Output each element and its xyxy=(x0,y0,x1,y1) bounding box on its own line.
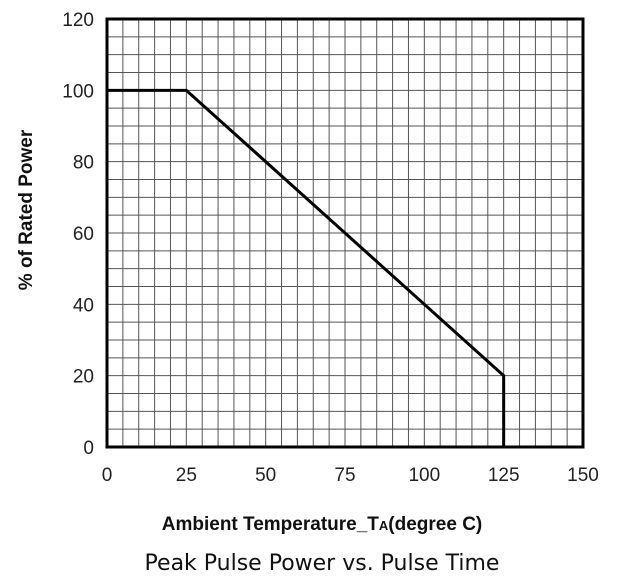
x-tick-label: 150 xyxy=(567,465,599,486)
x-axis-title-main: Ambient Temperature_T xyxy=(162,514,380,535)
x-axis-title-suffix: (degree C) xyxy=(388,514,482,535)
y-tick-label: 0 xyxy=(83,438,94,459)
y-tick-label: 100 xyxy=(62,81,94,102)
x-tick-label: 0 xyxy=(102,465,113,486)
y-tick-label: 20 xyxy=(73,367,94,388)
y-tick-label: 40 xyxy=(73,295,94,316)
y-tick-label: 80 xyxy=(73,153,94,174)
x-tick-label: 75 xyxy=(334,465,355,486)
chart-caption: Peak Pulse Power vs. Pulse Time xyxy=(145,551,500,576)
x-axis-ticks: 0 25 50 75 100 125 150 xyxy=(102,465,599,486)
y-axis-title: % of Rated Power xyxy=(16,129,37,290)
x-tick-label: 25 xyxy=(176,465,197,486)
plot-frame xyxy=(105,17,585,449)
x-axis-title: Ambient Temperature_TA(degree C) xyxy=(162,514,483,535)
x-axis-title-subscript: A xyxy=(379,518,389,533)
x-tick-label: 100 xyxy=(408,465,440,486)
y-tick-label: 120 xyxy=(62,10,94,31)
x-tick-label: 125 xyxy=(488,465,520,486)
x-tick-label: 50 xyxy=(255,465,276,486)
y-axis-ticks: 0 20 40 60 80 100 120 xyxy=(62,10,94,459)
y-tick-label: 60 xyxy=(73,224,94,245)
derating-curve-line xyxy=(107,88,506,447)
